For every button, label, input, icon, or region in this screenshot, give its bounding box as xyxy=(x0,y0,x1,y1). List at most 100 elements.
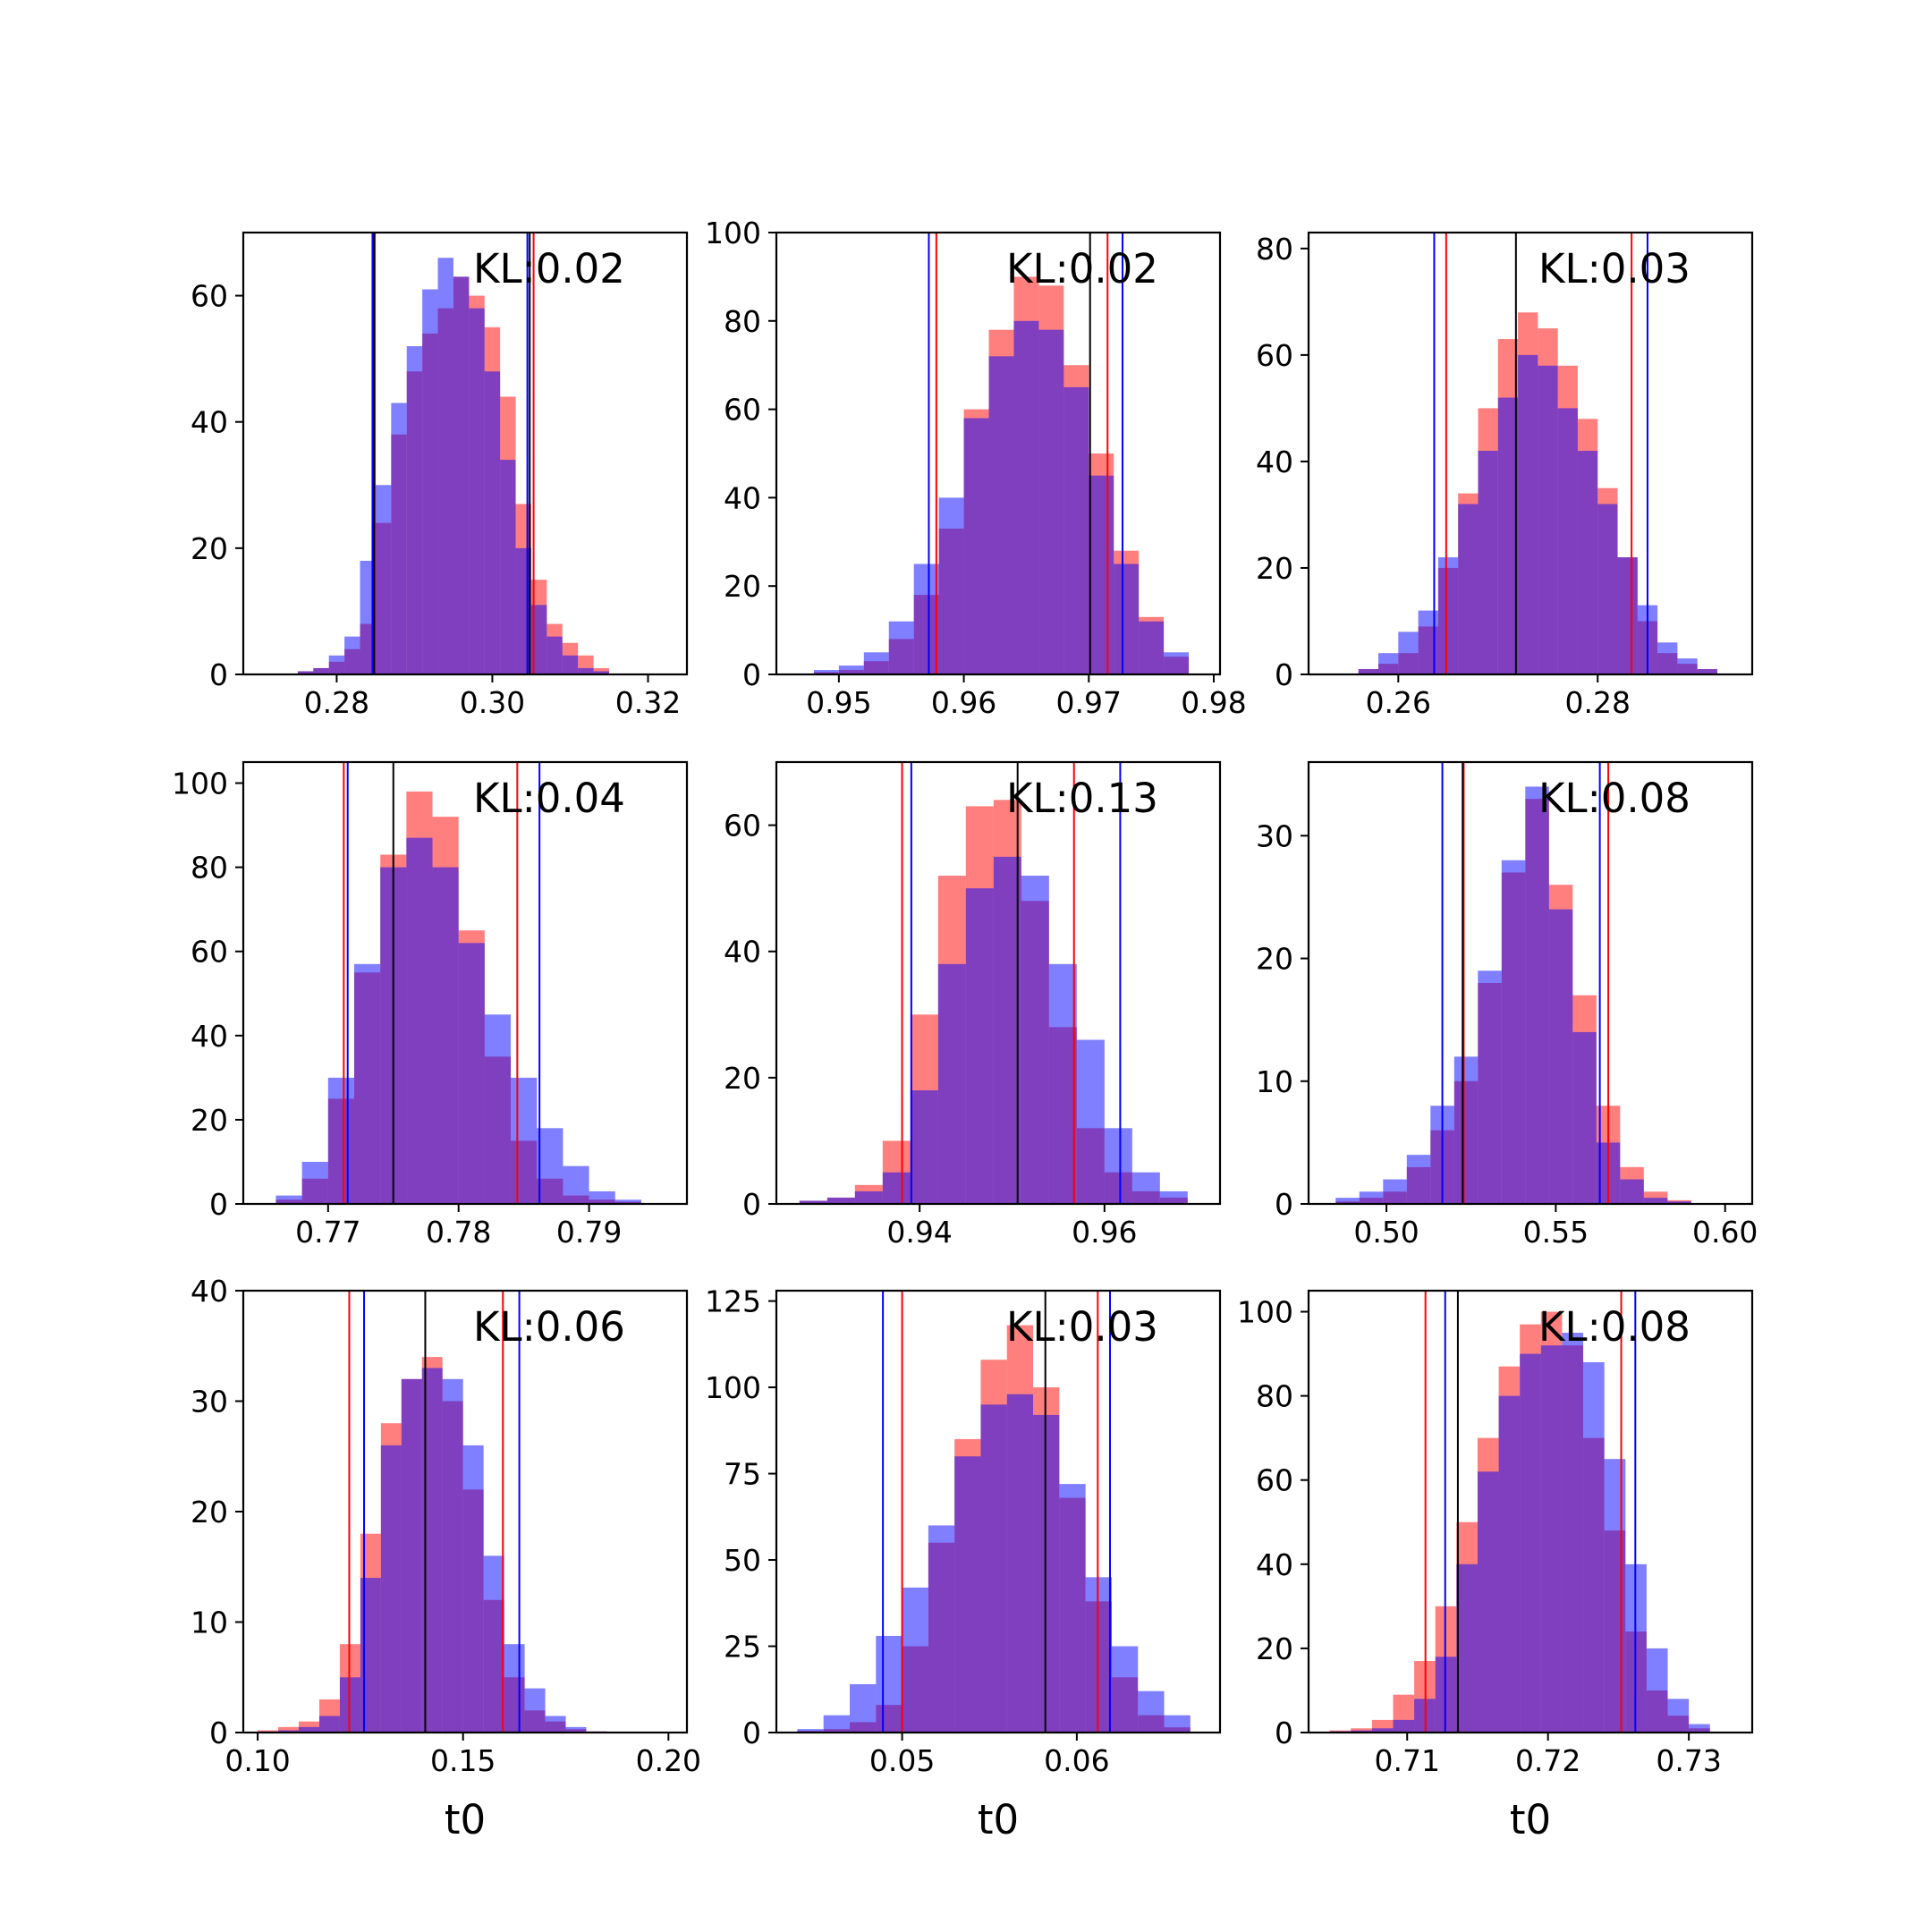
histogram-panel-2: 0.95 0.96 0.97 0.98 0 20 40 60 80 100 KL:0.02 xyxy=(705,216,1247,720)
y-tick-label: 20 xyxy=(1256,1631,1293,1666)
histogram-bar xyxy=(1583,1361,1605,1733)
histogram-bar xyxy=(913,564,939,674)
x-tick-label: 0.71 xyxy=(1374,1743,1439,1778)
axes-frame xyxy=(1307,231,1754,676)
histogram-bar xyxy=(406,346,423,674)
y-tick-label: 60 xyxy=(724,809,761,843)
histogram-bar xyxy=(1677,658,1698,674)
histogram-bar xyxy=(1076,1039,1105,1204)
x-tick-label: 0.32 xyxy=(615,685,681,720)
histogram-bar xyxy=(1164,1715,1191,1733)
histogram-bar xyxy=(1038,329,1064,674)
histogram-series-blue xyxy=(813,320,1190,674)
histogram-bar xyxy=(1557,408,1578,674)
y-tick-label: 60 xyxy=(1256,1463,1293,1498)
histogram-bar xyxy=(1643,1198,1668,1204)
plot-area xyxy=(297,233,609,674)
histogram-bar xyxy=(1577,451,1598,674)
histogram-bar xyxy=(301,1161,328,1204)
x-tick-label: 0.72 xyxy=(1515,1743,1580,1778)
histogram-panel-3: 0.26 0.28 0 20 40 60 80 KL:0.03 xyxy=(1256,231,1754,720)
histogram-bar xyxy=(902,1587,928,1733)
plot-area xyxy=(275,762,641,1204)
x-tick-label: 0.50 xyxy=(1353,1215,1419,1250)
histogram-bar xyxy=(275,1195,302,1204)
histogram-bar xyxy=(565,1726,587,1733)
y-tick-label: 30 xyxy=(1256,818,1293,853)
histogram-bar xyxy=(401,1378,422,1733)
histogram-bar xyxy=(547,636,563,674)
histogram-bar xyxy=(797,1729,824,1733)
histogram-bar xyxy=(928,1525,955,1733)
histogram-bar xyxy=(562,655,579,674)
histogram-bar xyxy=(1114,564,1140,674)
histogram-bar xyxy=(578,667,594,674)
histogram-bar xyxy=(1548,909,1573,1204)
histogram-bar xyxy=(589,1191,615,1204)
histogram-bar xyxy=(954,1456,981,1733)
histogram-bar xyxy=(1164,652,1190,674)
kl-annotation: KL:0.04 xyxy=(473,775,625,822)
histogram-bar xyxy=(1089,475,1114,674)
histogram-bar xyxy=(297,671,314,674)
x-tick-label: 0.77 xyxy=(295,1215,360,1250)
y-tick-label: 50 xyxy=(724,1543,761,1578)
y-tick-label: 10 xyxy=(1256,1064,1293,1099)
histogram-bar xyxy=(813,670,839,674)
y-tick-label: 0 xyxy=(209,1716,228,1750)
histogram-bar xyxy=(863,652,889,674)
histogram-bar xyxy=(375,485,392,674)
histogram-bar xyxy=(937,963,966,1204)
histogram-bar xyxy=(1478,970,1502,1204)
plot-area xyxy=(258,1291,607,1733)
x-tick-label: 0.15 xyxy=(430,1743,496,1778)
histogram-bar xyxy=(1453,1056,1479,1204)
histogram-bar xyxy=(391,402,407,674)
x-tick-label: 0.30 xyxy=(460,685,525,720)
histogram-bar xyxy=(1646,1648,1668,1733)
histogram-bar xyxy=(938,497,964,674)
x-tick-label: 0.94 xyxy=(886,1215,952,1250)
histogram-bar xyxy=(504,1644,525,1733)
y-tick-label: 40 xyxy=(1256,1547,1293,1582)
plot-area xyxy=(1335,762,1691,1204)
histogram-bar xyxy=(545,1716,566,1733)
x-tick-label: 0.06 xyxy=(1044,1743,1109,1778)
histogram-bar xyxy=(354,963,381,1204)
histogram-bar xyxy=(1689,1724,1710,1733)
plot-area xyxy=(1329,1291,1710,1733)
kl-annotation: KL:0.08 xyxy=(1538,775,1690,822)
histogram-bar xyxy=(458,943,485,1204)
histogram-bar xyxy=(1371,1728,1394,1733)
histogram-bar xyxy=(910,1089,938,1204)
histogram-bar xyxy=(1540,1345,1563,1733)
histogram-bar xyxy=(1378,653,1399,674)
histogram-bar xyxy=(406,837,433,1204)
histogram-bar xyxy=(1139,621,1165,674)
y-tick-label: 40 xyxy=(191,1019,228,1054)
y-tick-label: 60 xyxy=(191,935,228,970)
x-tick-label: 0.10 xyxy=(225,1743,290,1778)
histogram-bar xyxy=(1667,1699,1690,1733)
histogram-bar xyxy=(876,1635,902,1733)
histogram-series-blue xyxy=(799,856,1188,1204)
histogram-bar xyxy=(888,621,914,674)
x-tick-label: 0.26 xyxy=(1366,685,1431,720)
x-axis-label: t0 xyxy=(1510,1796,1551,1843)
histogram-panel-6: 0.50 0.55 0.60 0 10 20 30 KL:0.08 xyxy=(1256,760,1758,1250)
histogram-bar xyxy=(1617,557,1638,674)
x-axis-label: t0 xyxy=(978,1796,1019,1843)
y-tick-label: 40 xyxy=(724,935,761,970)
axes-frame xyxy=(242,231,689,676)
y-tick-label: 40 xyxy=(1256,445,1293,479)
histogram-bar xyxy=(422,289,438,674)
histogram-bar xyxy=(530,605,547,674)
histogram-bar xyxy=(313,667,329,674)
axes-frame xyxy=(775,231,1222,676)
histogram-bar xyxy=(1351,1730,1372,1733)
histogram-bar xyxy=(1497,397,1519,674)
histogram-bar xyxy=(453,276,470,674)
histogram-bar xyxy=(483,1555,504,1733)
y-tick-label: 0 xyxy=(1275,657,1293,692)
